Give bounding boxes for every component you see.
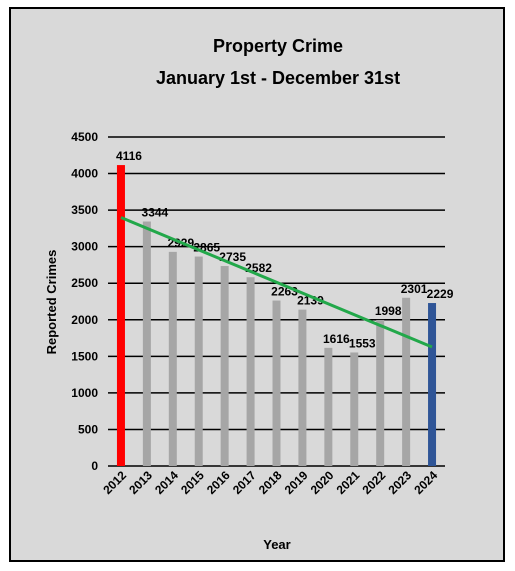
y-tick-label: 4000: [71, 167, 98, 181]
y-tick-label: 0: [91, 459, 98, 473]
data-label: 2229: [427, 287, 454, 301]
y-tick-label: 2000: [71, 313, 98, 327]
data-label: 2301: [401, 282, 428, 296]
chart-subtitle: January 1st - December 31st: [156, 68, 400, 88]
bar: [246, 277, 255, 466]
data-label: 3344: [142, 206, 169, 220]
y-tick-label: 1000: [71, 386, 98, 400]
bar: [272, 300, 281, 466]
bar: [324, 347, 333, 466]
y-tick-label: 3500: [71, 203, 98, 217]
bar: [116, 165, 125, 467]
chart-frame: [9, 7, 505, 562]
y-tick-label: 3000: [71, 240, 98, 254]
bar: [402, 297, 411, 466]
data-label: 2139: [297, 294, 324, 308]
data-label: 4116: [116, 149, 142, 163]
data-label: 2735: [219, 250, 246, 264]
bar: [428, 303, 437, 466]
bar: [194, 256, 203, 466]
data-label: 2582: [245, 261, 272, 275]
bar: [298, 309, 307, 466]
y-axis-label: Reported Crimes: [44, 250, 59, 355]
bar: [142, 221, 151, 466]
data-label: 1616: [323, 332, 350, 346]
y-tick-label: 4500: [71, 130, 98, 144]
bar: [376, 319, 385, 466]
y-tick-label: 500: [78, 422, 98, 436]
x-axis-label: Year: [263, 537, 290, 552]
y-tick-label: 1500: [71, 349, 98, 363]
data-label: 1998: [375, 304, 402, 318]
y-tick-label: 2500: [71, 276, 98, 290]
chart-title: Property Crime: [213, 36, 343, 56]
data-label: 1553: [349, 336, 376, 350]
bar: [220, 266, 229, 466]
trendline: [120, 216, 433, 349]
bar: [168, 251, 177, 466]
bar: [350, 352, 359, 466]
